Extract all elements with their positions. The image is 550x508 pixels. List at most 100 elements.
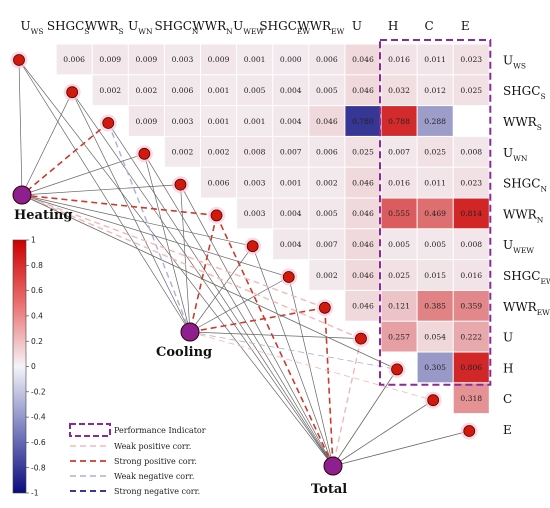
row-label: U <box>503 331 513 345</box>
matrix-cell <box>345 75 381 106</box>
matrix-cell <box>309 44 345 75</box>
matrix-cell <box>417 44 453 75</box>
row-label: SHGCN <box>503 177 547 194</box>
network-edge <box>332 369 398 467</box>
colorbar-tick-label: 0.8 <box>31 261 43 270</box>
matrix-cell <box>453 75 489 106</box>
matrix-cell <box>417 167 453 198</box>
row-label: WWREW <box>503 300 550 317</box>
network-edge <box>288 276 334 467</box>
matrix-cell <box>309 198 345 229</box>
cell-value: 0.006 <box>208 178 230 187</box>
network-edge <box>21 194 326 309</box>
colorbar-tick-label: -0.6 <box>31 438 46 447</box>
cell-value: 0.002 <box>99 86 121 95</box>
column-label: UWN <box>128 19 153 36</box>
colorbar-gradient <box>12 239 27 494</box>
variable-node <box>391 363 403 376</box>
heating-node <box>12 185 32 205</box>
network-edge <box>189 245 253 333</box>
matrix-cell <box>273 44 309 75</box>
cell-value: 0.009 <box>135 55 157 64</box>
variable-node <box>138 147 151 160</box>
cell-value: 0.000 <box>280 55 302 64</box>
network-edge <box>189 307 325 333</box>
matrix-cell <box>164 44 200 75</box>
legend-label-strong-positive: Strong positive corr. <box>114 457 197 466</box>
cell-value: 0.046 <box>352 86 374 95</box>
matrix-cell <box>128 75 164 106</box>
matrix-cell <box>381 75 417 106</box>
cell-value: 0.002 <box>316 271 338 280</box>
cell-value: 0.023 <box>460 55 482 64</box>
cell-value: 0.012 <box>424 86 446 95</box>
cell-value: 0.046 <box>316 117 338 126</box>
cell-value: 0.008 <box>460 240 482 249</box>
legend-label-weak-positive: Weak positive corr. <box>114 442 191 451</box>
matrix-cell <box>345 229 381 260</box>
colorbar: 1 0.8 0.6 0.4 0.2 0 -0.2 -0.4 -0.6 -0.8 -1 <box>12 236 46 498</box>
variable-node <box>210 209 223 222</box>
cell-value: 0.003 <box>244 209 266 218</box>
cell-value: 0.005 <box>316 86 338 95</box>
cell-value: 0.046 <box>352 271 374 280</box>
cell-value: 0.006 <box>316 55 338 64</box>
matrix-cell <box>381 229 417 260</box>
variable-node <box>355 332 367 345</box>
row-label: E <box>503 423 512 437</box>
network-edge <box>21 194 217 217</box>
row-label: H <box>503 361 513 375</box>
network-edge <box>180 184 191 333</box>
cell-value: 0.001 <box>244 55 266 64</box>
network-edge <box>332 338 362 467</box>
matrix-values: 0.006 0.009 0.009 0.003 0.009 0.001 0.000 0.006… <box>63 55 482 403</box>
heating-label: Heating <box>14 208 72 223</box>
network-edge <box>189 276 289 333</box>
matrix-cell <box>453 321 489 352</box>
colorbar-tick-label: -0.4 <box>31 413 46 422</box>
cell-value: 0.005 <box>424 240 446 249</box>
variable-node <box>427 394 440 407</box>
matrix-cell <box>237 75 273 106</box>
matrix-cell <box>273 229 309 260</box>
cell-value: 0.385 <box>424 302 446 311</box>
matrix-cell <box>453 198 489 229</box>
column-label: WWRN <box>192 19 233 36</box>
row-label: WWRN <box>503 207 544 224</box>
matrix-cell <box>381 260 417 290</box>
matrix-cell <box>345 136 381 167</box>
network-edge <box>107 122 334 467</box>
network-edge <box>144 153 334 467</box>
cell-value: 0.005 <box>244 86 266 95</box>
matrix-cell <box>417 229 453 260</box>
cell-value: 0.025 <box>388 271 410 280</box>
matrix-cell <box>453 352 489 383</box>
cell-value: 0.469 <box>424 209 446 218</box>
network-edges <box>18 59 470 467</box>
colorbar-tick-label: -0.2 <box>31 387 46 396</box>
matrix-cell <box>237 167 273 198</box>
row-label: UWS <box>503 53 526 70</box>
cell-value: 0.025 <box>352 148 374 157</box>
cell-value: 0.046 <box>352 178 374 187</box>
network-edge <box>332 430 470 467</box>
matrix-cell <box>201 44 237 75</box>
cell-value: 0.004 <box>280 117 302 126</box>
variable-node <box>102 117 115 129</box>
matrix-cell <box>381 321 417 352</box>
matrix-cell <box>417 352 453 383</box>
legend-label-weak-negative: Weak negative corr. <box>114 472 194 481</box>
cell-value: 0.007 <box>388 148 410 157</box>
matrix-cell <box>417 75 453 106</box>
cell-value: 0.011 <box>424 55 446 64</box>
matrix-cell <box>309 260 345 290</box>
row-label: C <box>503 392 512 406</box>
cell-value: 0.015 <box>424 271 446 280</box>
matrix-cell <box>201 75 237 106</box>
matrix-cell <box>417 106 453 136</box>
matrix-cell <box>345 290 381 321</box>
matrix-cell <box>453 260 489 290</box>
cell-value: 0.023 <box>460 178 482 187</box>
network-edge <box>21 153 145 196</box>
